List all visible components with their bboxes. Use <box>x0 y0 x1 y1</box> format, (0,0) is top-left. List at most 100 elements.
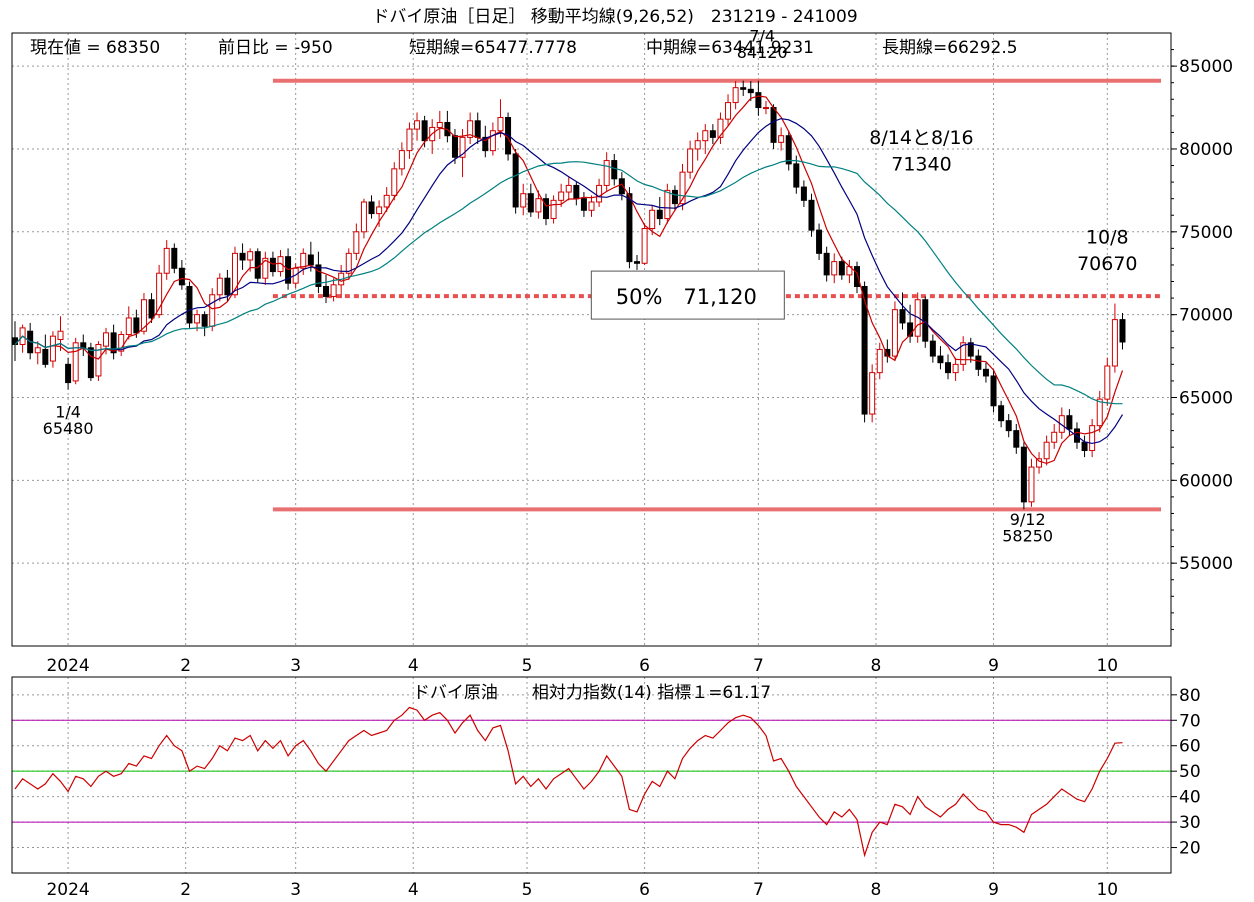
candle-body <box>512 153 519 208</box>
rsi-month-label: 3 <box>290 880 301 900</box>
candle-body <box>1036 458 1043 468</box>
month-label: 4 <box>408 656 419 676</box>
month-label: 5 <box>522 656 533 676</box>
candle-body <box>300 252 307 269</box>
rsi-y-tick-label: 70 <box>1179 711 1201 731</box>
candle-body <box>550 199 557 220</box>
candle-body <box>254 251 261 279</box>
month-label: 8 <box>871 656 882 676</box>
candle-body <box>687 148 694 173</box>
candle-body <box>383 194 390 208</box>
candle-body <box>573 184 580 200</box>
candle-body <box>247 251 254 261</box>
candle-body <box>527 193 534 213</box>
fib-callout-box <box>590 270 785 320</box>
candle-body <box>565 184 572 193</box>
candle-body <box>269 257 276 273</box>
candle-body <box>611 160 618 180</box>
candle-body <box>1111 319 1118 367</box>
main-chart-title: ドバイ原油［日足］ 移動平均線(9,26,52) 231219 - 241009 <box>372 7 857 27</box>
candle-body <box>1119 319 1126 343</box>
moving-average-line <box>14 117 1124 445</box>
y-tick-label: 70000 <box>1179 306 1233 326</box>
candle-body <box>679 171 686 205</box>
candle-body <box>937 355 944 364</box>
candle-body <box>542 198 549 220</box>
candle-body <box>194 314 201 324</box>
candle-body <box>671 189 678 205</box>
candle-body <box>800 186 807 201</box>
info-short-ma: 短期線=65477.7778 <box>409 38 577 58</box>
candle-body <box>778 135 785 143</box>
rsi-month-label: 6 <box>639 880 650 900</box>
candle-body <box>72 342 79 382</box>
candle-body <box>171 247 178 269</box>
candle-body <box>95 343 102 377</box>
candle-body <box>656 209 663 220</box>
candle-body <box>178 267 185 286</box>
candle-body <box>626 193 633 263</box>
candle-body <box>1089 425 1096 452</box>
month-label: 7 <box>753 656 764 676</box>
rsi-line <box>14 706 1123 858</box>
rsi-month-label: 10 <box>1096 880 1118 900</box>
candle-body <box>1104 365 1111 400</box>
candle-body <box>998 405 1005 422</box>
candle-body <box>1028 466 1035 503</box>
price-annotation: 65480 <box>43 419 94 438</box>
y-tick-label: 60000 <box>1179 471 1233 491</box>
month-label: 3 <box>290 656 301 676</box>
candle-body <box>535 198 542 213</box>
y-tick-label: 85000 <box>1179 57 1233 77</box>
candle-body <box>664 189 671 220</box>
candle-body <box>755 92 762 109</box>
candle-body <box>945 362 952 374</box>
rsi-month-label: 7 <box>753 880 764 900</box>
candle-body <box>224 277 231 296</box>
candle-body <box>376 206 383 215</box>
price-annotation: 9/12 <box>1010 510 1046 529</box>
candle-body <box>725 102 732 120</box>
rsi-reference-lines <box>12 719 1171 823</box>
candle-body <box>330 284 337 297</box>
info-change: 前日比 = -950 <box>218 38 333 58</box>
candle-body <box>368 201 375 215</box>
rsi-y-tick-label: 80 <box>1179 686 1201 706</box>
candle-body <box>603 160 610 186</box>
main-moving-averages <box>14 95 1124 465</box>
candle-body <box>982 368 989 377</box>
candle-body <box>891 309 898 357</box>
rsi-y-tick-label: 20 <box>1179 839 1201 859</box>
price-annotation: 1/4 <box>55 402 81 421</box>
candle-body <box>869 372 876 415</box>
rsi-y-tick-label: 60 <box>1179 737 1201 757</box>
candle-body <box>353 231 360 254</box>
candle-body <box>596 184 603 203</box>
candle-body <box>838 261 845 276</box>
candle-body <box>1081 441 1088 452</box>
candle-body <box>907 322 914 337</box>
rsi-month-label: 4 <box>408 880 419 900</box>
candle-body <box>110 332 117 354</box>
candle-body <box>580 198 587 211</box>
candle-body <box>1013 430 1020 448</box>
rsi-chart-title: ドバイ原油 相対力指数(14) 指標１=61.17 <box>413 683 771 703</box>
candle-body <box>967 342 974 357</box>
month-label: 2024 <box>46 656 89 676</box>
candle-body <box>239 252 246 261</box>
candle-body <box>747 88 754 94</box>
candle-body <box>588 201 595 211</box>
candle-body <box>861 285 868 415</box>
candle-body <box>1058 415 1065 433</box>
price-annotation: 71340 <box>891 154 951 176</box>
candle-body <box>49 335 56 362</box>
candle-body <box>163 247 170 274</box>
candle-body <box>57 330 64 341</box>
candle-body <box>391 168 398 196</box>
rsi-month-label: 2024 <box>46 880 89 900</box>
rsi-grid <box>12 677 1171 873</box>
candle-body <box>360 201 367 233</box>
candle-body <box>421 120 428 142</box>
price-annotation: 70670 <box>1077 253 1137 275</box>
fib-callout-text: 50% 71,120 <box>616 285 757 309</box>
